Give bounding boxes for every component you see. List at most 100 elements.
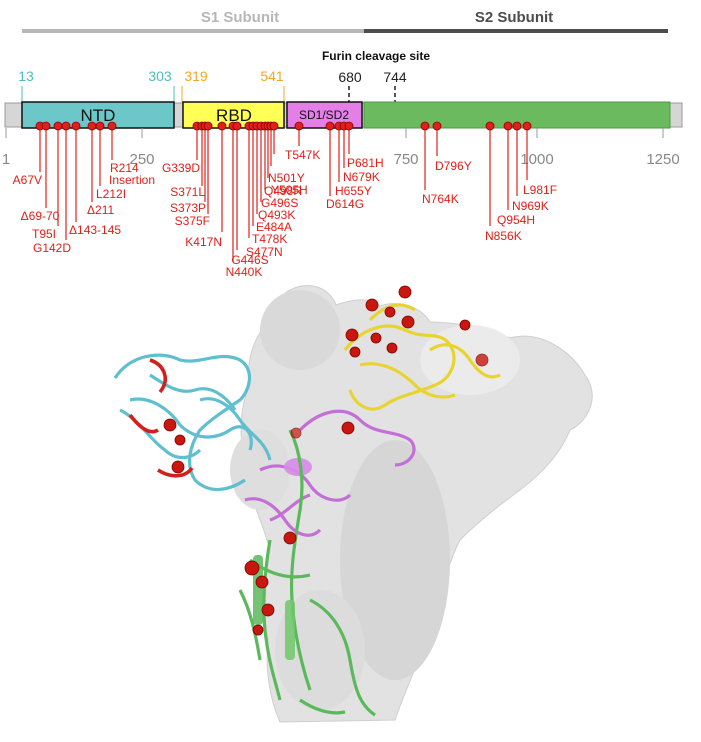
mutation-markers — [35, 121, 532, 262]
mutation-dot — [41, 121, 51, 131]
axis-label-750: 750 — [393, 151, 418, 168]
mutation-label: Q493K — [258, 208, 295, 222]
ntd-end-number: 303 — [148, 68, 172, 84]
mutation-sphere — [345, 328, 359, 342]
spike-structure-illustration — [113, 285, 593, 723]
mutation-label: N440K — [226, 265, 263, 279]
ntd-label: NTD — [81, 106, 116, 125]
rbd-ribbon — [343, 303, 501, 411]
mutation-label: N969K — [512, 199, 549, 213]
mutation-label: G142D — [33, 241, 71, 255]
sequence-axis: 1 250 750 1000 1250 — [2, 128, 680, 168]
ntd-mutation-loops — [128, 358, 194, 478]
mutation-label: T95I — [32, 227, 56, 241]
mutation-sphere — [283, 531, 297, 545]
mutation-label: E484A — [256, 220, 292, 234]
mutation-label: T478K — [252, 232, 287, 246]
mutation-label: L212I — [96, 187, 126, 201]
mutation-label: P681H — [347, 156, 384, 170]
mutation-sphere — [475, 353, 489, 367]
s1-subunit-label: S1 Subunit — [201, 9, 279, 26]
mutation-sphere — [163, 418, 177, 432]
mutation-label: H655Y — [335, 184, 372, 198]
mutation-dot — [432, 121, 442, 131]
ntd-start-number: 13 — [18, 68, 34, 84]
sd-ribbon — [244, 409, 416, 537]
mutation-label: S371L — [170, 185, 205, 199]
mutation-label: S373P — [170, 201, 206, 215]
mutation-sphere — [386, 342, 398, 354]
structure-mutation-spheres — [163, 285, 489, 636]
mutation-sphere — [174, 434, 186, 446]
mutation-label: K417N — [185, 235, 222, 249]
mutation-dot — [61, 121, 71, 131]
mutation-label: Δ143-145 — [69, 223, 121, 237]
mutation-sphere — [370, 332, 382, 344]
axis-label-250: 250 — [129, 151, 154, 168]
mutation-dot — [203, 121, 213, 131]
s2-ribbon — [238, 429, 376, 717]
s2-helix — [285, 600, 295, 660]
mutation-dot — [512, 121, 522, 131]
mutation-dot — [95, 121, 105, 131]
mutation-label: G496S — [261, 196, 298, 210]
mutation-label: N679K — [343, 170, 380, 184]
mutation-sphere — [261, 603, 275, 617]
mutation-dot — [232, 121, 242, 131]
mutation-dot — [485, 121, 495, 131]
mutation-label: N856K — [485, 229, 522, 243]
mutation-label: N501Y — [268, 171, 305, 185]
furin-site-680: 680 — [338, 69, 362, 85]
mutation-dot — [71, 121, 81, 131]
axis-label-1000: 1000 — [520, 151, 553, 168]
axis-label-1: 1 — [2, 151, 10, 168]
mutation-label: S477N — [246, 245, 283, 259]
mutation-label: Q498R — [264, 184, 302, 198]
mutation-dot — [294, 121, 304, 131]
mutation-sphere — [398, 285, 412, 299]
rbd-end-number: 541 — [260, 68, 284, 84]
mutation-sphere — [401, 315, 415, 329]
mutation-labels: A67V Δ69-70 T95I G142D Δ143-145 Δ211 L21… — [13, 148, 557, 279]
subunit-header: S1 Subunit S2 Subunit — [22, 9, 668, 33]
mutation-dot — [53, 121, 63, 131]
sd1-sd2-label: SD1/SD2 — [299, 108, 349, 122]
mutation-dot — [522, 121, 532, 131]
mutation-sphere — [252, 624, 264, 636]
mutation-label: G446S — [231, 253, 268, 267]
mutation-label: D614G — [326, 197, 364, 211]
trimer-surface — [230, 285, 593, 723]
mutation-label: Insertion — [109, 173, 155, 187]
mutation-label: Δ69-70 — [21, 209, 60, 223]
mutation-sphere — [459, 319, 471, 331]
mutation-label: T547K — [285, 148, 320, 162]
mutation-label: Q954H — [497, 213, 535, 227]
mutation-label: N764K — [422, 192, 459, 206]
mutation-dot — [420, 121, 430, 131]
mutation-sphere — [384, 306, 396, 318]
furin-site-label: Furin cleavage site — [322, 49, 430, 63]
axis-label-1250: 1250 — [646, 151, 679, 168]
mutation-sphere — [255, 575, 269, 589]
mutation-label: Δ211 — [87, 203, 114, 217]
mutation-sphere — [365, 298, 379, 312]
mutation-dot — [325, 121, 335, 131]
sd-helix-blob — [284, 458, 312, 476]
mutation-dot — [269, 121, 279, 131]
mutation-sphere — [244, 560, 260, 576]
rbd-start-number: 319 — [184, 68, 208, 84]
mutation-label: S375F — [175, 214, 210, 228]
mutation-dot — [217, 121, 227, 131]
mutation-sphere — [341, 421, 355, 435]
mutation-dot — [344, 121, 354, 131]
mutation-dot — [503, 121, 513, 131]
mutation-label-y505h: Y505H — [271, 183, 308, 197]
s2-subunit-label: S2 Subunit — [475, 9, 553, 26]
mutation-label: D796Y — [435, 159, 472, 173]
mutation-label: R214 — [110, 161, 139, 175]
rbd-label: RBD — [216, 106, 252, 125]
furin-site-744: 744 — [383, 69, 407, 85]
mutation-sphere — [349, 346, 361, 358]
mutation-label: A67V — [13, 173, 42, 187]
mutation-label: G339D — [162, 161, 200, 175]
